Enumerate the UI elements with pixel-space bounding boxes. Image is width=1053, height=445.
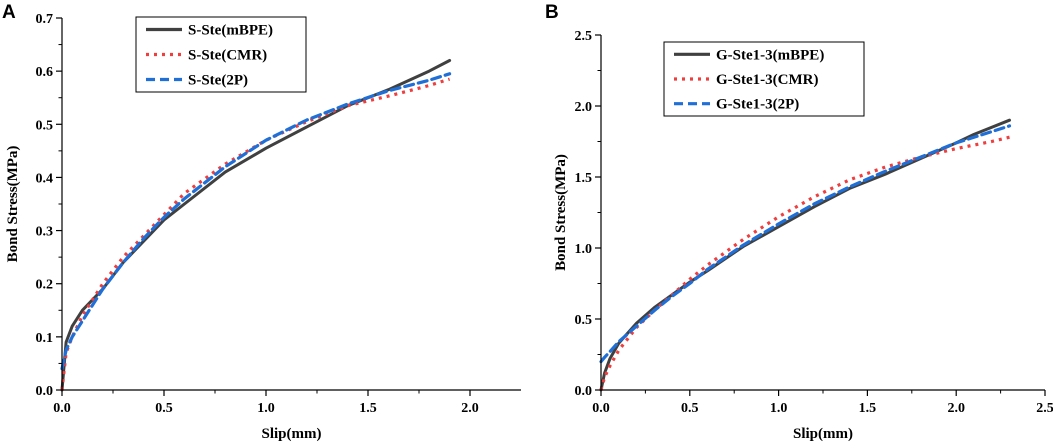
x-tick-label: 0.5 — [155, 401, 173, 416]
x-tick-label: 0.0 — [592, 401, 610, 416]
y-tick-label: 1.0 — [575, 242, 593, 257]
x-tick-label: 1.5 — [359, 401, 377, 416]
legend-label: G-Ste1-3(CMR) — [716, 72, 818, 88]
y-tick-label: 0.6 — [36, 65, 54, 80]
x-tick-label: 2.5 — [1036, 401, 1053, 416]
panel-b: B 0.0 0.5 1.0 1.5 2.0 2.5 0.0 0.5 1.0 1.5 2.0 2.5 Sli… — [545, 2, 1053, 442]
legend: G-Ste1-3(mBPE) G-Ste1-3(CMR) G-Ste1-3(2P) — [663, 41, 865, 117]
y-tick-label: 1.5 — [575, 171, 593, 186]
y-tick-label: 2.5 — [575, 29, 593, 44]
series-line-s-ste-mbpe — [60, 59, 452, 392]
legend-label: S-Ste(mBPE) — [188, 23, 273, 39]
y-tick-label: 0.0 — [36, 384, 54, 399]
legend: S-Ste(mBPE) S-Ste(CMR) S-Ste(2P) — [135, 16, 307, 93]
x-tick-label: 1.0 — [770, 401, 788, 416]
series-line-g-ste1-3-mbpe — [599, 118, 1011, 392]
legend-label: S-Ste(2P) — [188, 73, 248, 89]
series-line-s-ste-2p — [60, 72, 452, 371]
x-tick-label: 2.0 — [461, 401, 479, 416]
x-tick-label: 2.0 — [947, 401, 965, 416]
x-tick-label: 0.0 — [53, 401, 71, 416]
y-tick-label: 0.4 — [36, 171, 54, 186]
y-tick-label: 0.0 — [575, 384, 593, 399]
y-tick-label: 0.5 — [575, 313, 593, 328]
legend-label: G-Ste1-3(2P) — [716, 97, 799, 113]
y-tick-label: 0.2 — [36, 278, 54, 293]
x-axis-title: Slip(mm) — [793, 426, 853, 442]
legend-label: S-Ste(CMR) — [188, 48, 267, 64]
y-axis-title: Bond Stress(MPa) — [553, 154, 569, 271]
panel-letter: A — [2, 2, 16, 23]
panel-a: A 0.0 0.5 1.0 1.5 2.0 0.0 0.1 0.2 0.3 0.4 0.5 0.6 0.7… — [2, 2, 521, 442]
legend-label: G-Ste1-3(mBPE) — [716, 47, 824, 63]
y-axis-title: Bond Stress(MPa) — [5, 146, 21, 263]
panel-letter: B — [545, 2, 559, 23]
x-tick-label: 0.5 — [681, 401, 699, 416]
series-line-s-ste-cmr — [60, 77, 451, 391]
y-tick-label: 0.3 — [36, 225, 54, 240]
y-tick-label: 0.1 — [36, 331, 54, 346]
y-tick-label: 0.5 — [36, 118, 54, 133]
series-line-g-ste1-3-2p — [599, 124, 1012, 364]
y-tick-label: 0.7 — [36, 12, 54, 27]
x-tick-label: 1.0 — [257, 401, 275, 416]
y-tick-label: 2.0 — [575, 100, 593, 115]
x-tick-label: 1.5 — [859, 401, 877, 416]
x-axis-title: Slip(mm) — [262, 426, 322, 442]
series-line-g-ste1-3-cmr — [599, 135, 1010, 391]
